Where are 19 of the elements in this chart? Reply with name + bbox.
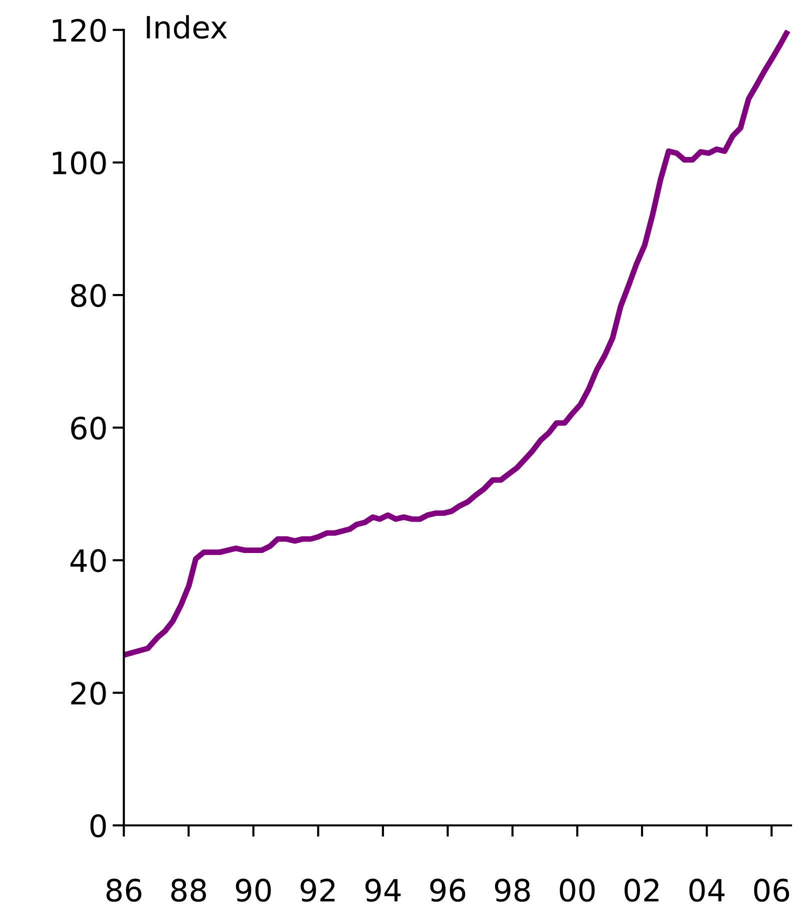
x-tick-label: 86 [106, 878, 142, 902]
x-tick-label: 90 [236, 878, 271, 902]
x-tick-label: 88 [171, 878, 206, 902]
y-tick-label: 0 [90, 814, 106, 838]
y-tick-label: 40 [70, 549, 106, 572]
x-tick-label: 98 [494, 878, 530, 902]
x-tick-label: 00 [560, 878, 595, 902]
y-tick-label: 60 [71, 416, 106, 440]
y-tick-label: 100 [52, 151, 106, 175]
y-tick-label: 80 [71, 284, 106, 308]
x-tick-label: 04 [689, 878, 725, 902]
x-tick-label: 02 [624, 878, 658, 902]
y-tick-label: 20 [71, 682, 106, 705]
y-tick-label: 120 [52, 18, 106, 42]
x-tick-label: 96 [430, 878, 466, 902]
x-tick-label: 94 [365, 878, 401, 902]
x-tick-label: 92 [300, 878, 335, 902]
y-axis-title: Index [146, 15, 227, 39]
x-tick-label: 06 [754, 878, 790, 902]
